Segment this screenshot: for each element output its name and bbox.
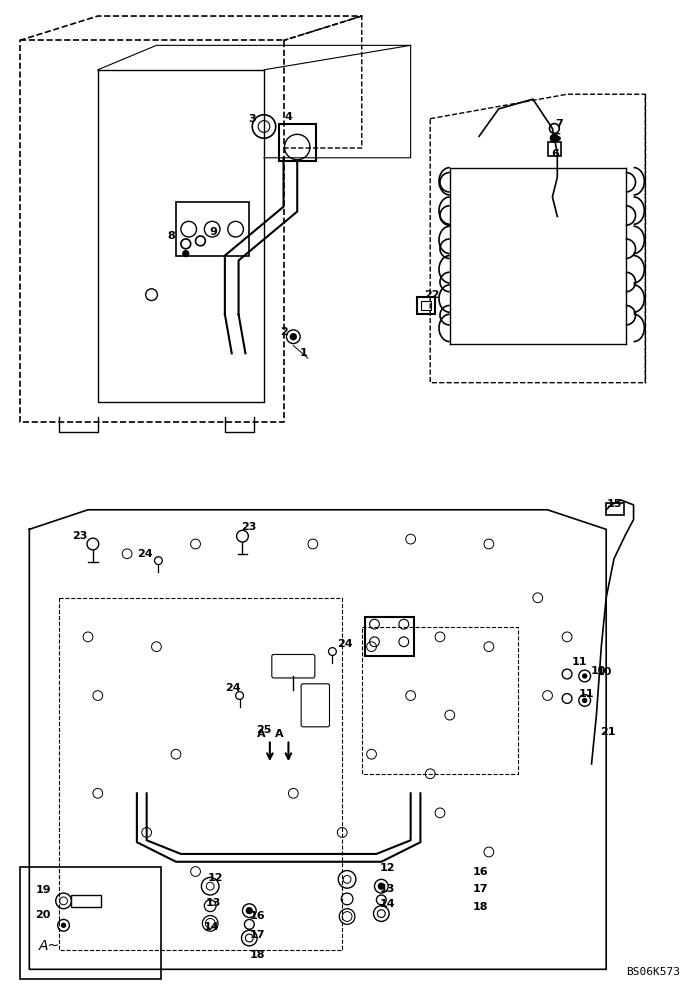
Circle shape (205, 918, 215, 928)
Text: 14: 14 (204, 922, 219, 932)
Text: 23: 23 (72, 531, 88, 541)
Text: 17: 17 (249, 930, 265, 940)
Bar (365, 617, 413, 656)
Text: 13: 13 (206, 898, 221, 908)
Text: 18: 18 (249, 950, 265, 960)
Text: 2: 2 (279, 327, 288, 337)
Text: 24: 24 (137, 549, 153, 559)
Text: 11: 11 (572, 657, 588, 667)
Text: 10: 10 (596, 667, 612, 677)
Bar (548, 142, 561, 156)
Text: 3: 3 (248, 114, 256, 124)
Text: 16: 16 (472, 867, 488, 877)
Text: A: A (275, 729, 284, 739)
Text: 1: 1 (299, 348, 307, 358)
Text: 10: 10 (591, 666, 606, 676)
Circle shape (246, 908, 252, 914)
Circle shape (583, 698, 587, 702)
Text: 21: 21 (601, 727, 616, 737)
Text: 14: 14 (379, 899, 395, 909)
Text: 5: 5 (553, 133, 561, 143)
Text: 19: 19 (35, 885, 51, 895)
Text: BS06K573: BS06K573 (626, 967, 680, 977)
Text: A: A (257, 729, 266, 739)
Circle shape (290, 334, 297, 340)
Text: 24: 24 (337, 639, 353, 649)
Text: 13: 13 (379, 884, 395, 894)
Text: 12: 12 (207, 873, 223, 883)
Circle shape (183, 251, 189, 257)
Bar (176, 202, 249, 256)
Bar (72, 895, 100, 907)
Text: 9: 9 (209, 227, 217, 237)
Bar (422, 301, 431, 310)
Bar (19, 867, 161, 979)
Text: 7: 7 (555, 119, 563, 129)
Text: 12: 12 (379, 863, 395, 873)
Bar (279, 124, 316, 161)
Text: 23: 23 (241, 522, 256, 532)
Circle shape (550, 134, 558, 142)
Text: 25: 25 (257, 725, 272, 735)
Text: A~: A~ (39, 939, 61, 953)
Text: 16: 16 (249, 911, 265, 921)
Bar (418, 297, 435, 314)
Text: 20: 20 (35, 910, 51, 920)
Circle shape (62, 923, 65, 927)
Text: 15: 15 (606, 499, 622, 509)
Text: 6: 6 (551, 149, 559, 159)
Text: 22: 22 (424, 290, 440, 300)
Circle shape (583, 674, 587, 678)
Text: 8: 8 (167, 231, 175, 241)
Bar (606, 503, 624, 515)
Circle shape (342, 912, 352, 921)
Text: 18: 18 (472, 902, 488, 912)
Text: 17: 17 (472, 884, 488, 894)
Circle shape (378, 883, 385, 889)
Text: 11: 11 (579, 689, 594, 699)
Text: 24: 24 (225, 683, 241, 693)
Text: 4: 4 (285, 112, 292, 122)
